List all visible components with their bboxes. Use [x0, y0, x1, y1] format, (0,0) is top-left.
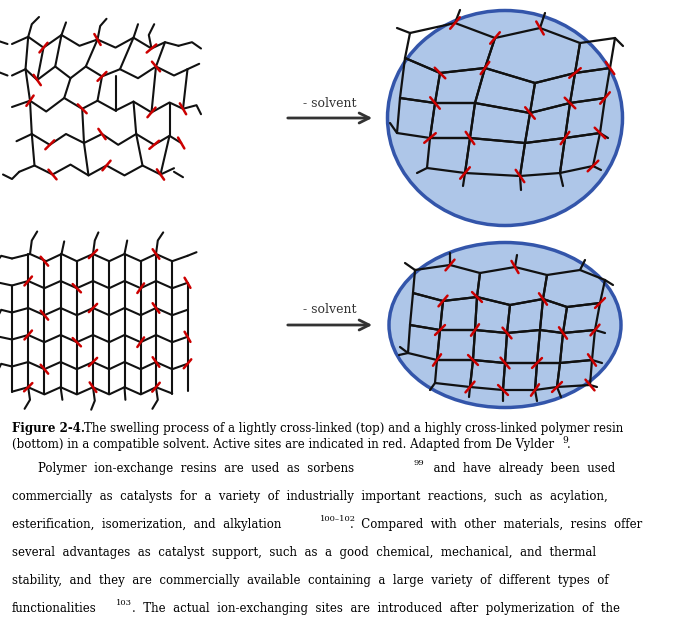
- Text: - solvent: - solvent: [303, 97, 357, 110]
- Text: .: .: [567, 438, 571, 451]
- Ellipse shape: [387, 11, 622, 225]
- Text: commercially  as  catalysts  for  a  variety  of  industrially  important  react: commercially as catalysts for a variety …: [12, 490, 608, 503]
- Text: 103: 103: [116, 599, 132, 607]
- Text: - solvent: - solvent: [303, 303, 357, 316]
- Text: .  The  actual  ion-exchanging  sites  are  introduced  after  polymerization  o: . The actual ion-exchanging sites are in…: [132, 602, 620, 615]
- Text: 100–102: 100–102: [320, 515, 356, 523]
- Text: The swelling process of a lightly cross-linked (top) and a highly cross-linked p: The swelling process of a lightly cross-…: [84, 422, 624, 435]
- Text: several  advantages  as  catalyst  support,  such  as  a  good  chemical,  mecha: several advantages as catalyst support, …: [12, 546, 596, 559]
- Text: (bottom) in a compatible solvent. Active sites are indicated in red. Adapted fro: (bottom) in a compatible solvent. Active…: [12, 438, 554, 451]
- Text: Polymer  ion-exchange  resins  are  used  as  sorbens: Polymer ion-exchange resins are used as …: [38, 462, 354, 475]
- Text: esterification,  isomerization,  and  alkylation: esterification, isomerization, and alkyl…: [12, 518, 281, 531]
- Text: .  Compared  with  other  materials,  resins  offer: . Compared with other materials, resins …: [350, 518, 642, 531]
- Text: 99: 99: [414, 459, 425, 467]
- Text: and  have  already  been  used: and have already been used: [426, 462, 615, 475]
- Text: functionalities: functionalities: [12, 602, 97, 615]
- Ellipse shape: [389, 242, 621, 408]
- Text: stability,  and  they  are  commercially  available  containing  a  large  varie: stability, and they are commercially ava…: [12, 574, 609, 587]
- Text: Figure 2-4.: Figure 2-4.: [12, 422, 85, 435]
- Text: 9: 9: [562, 436, 568, 445]
